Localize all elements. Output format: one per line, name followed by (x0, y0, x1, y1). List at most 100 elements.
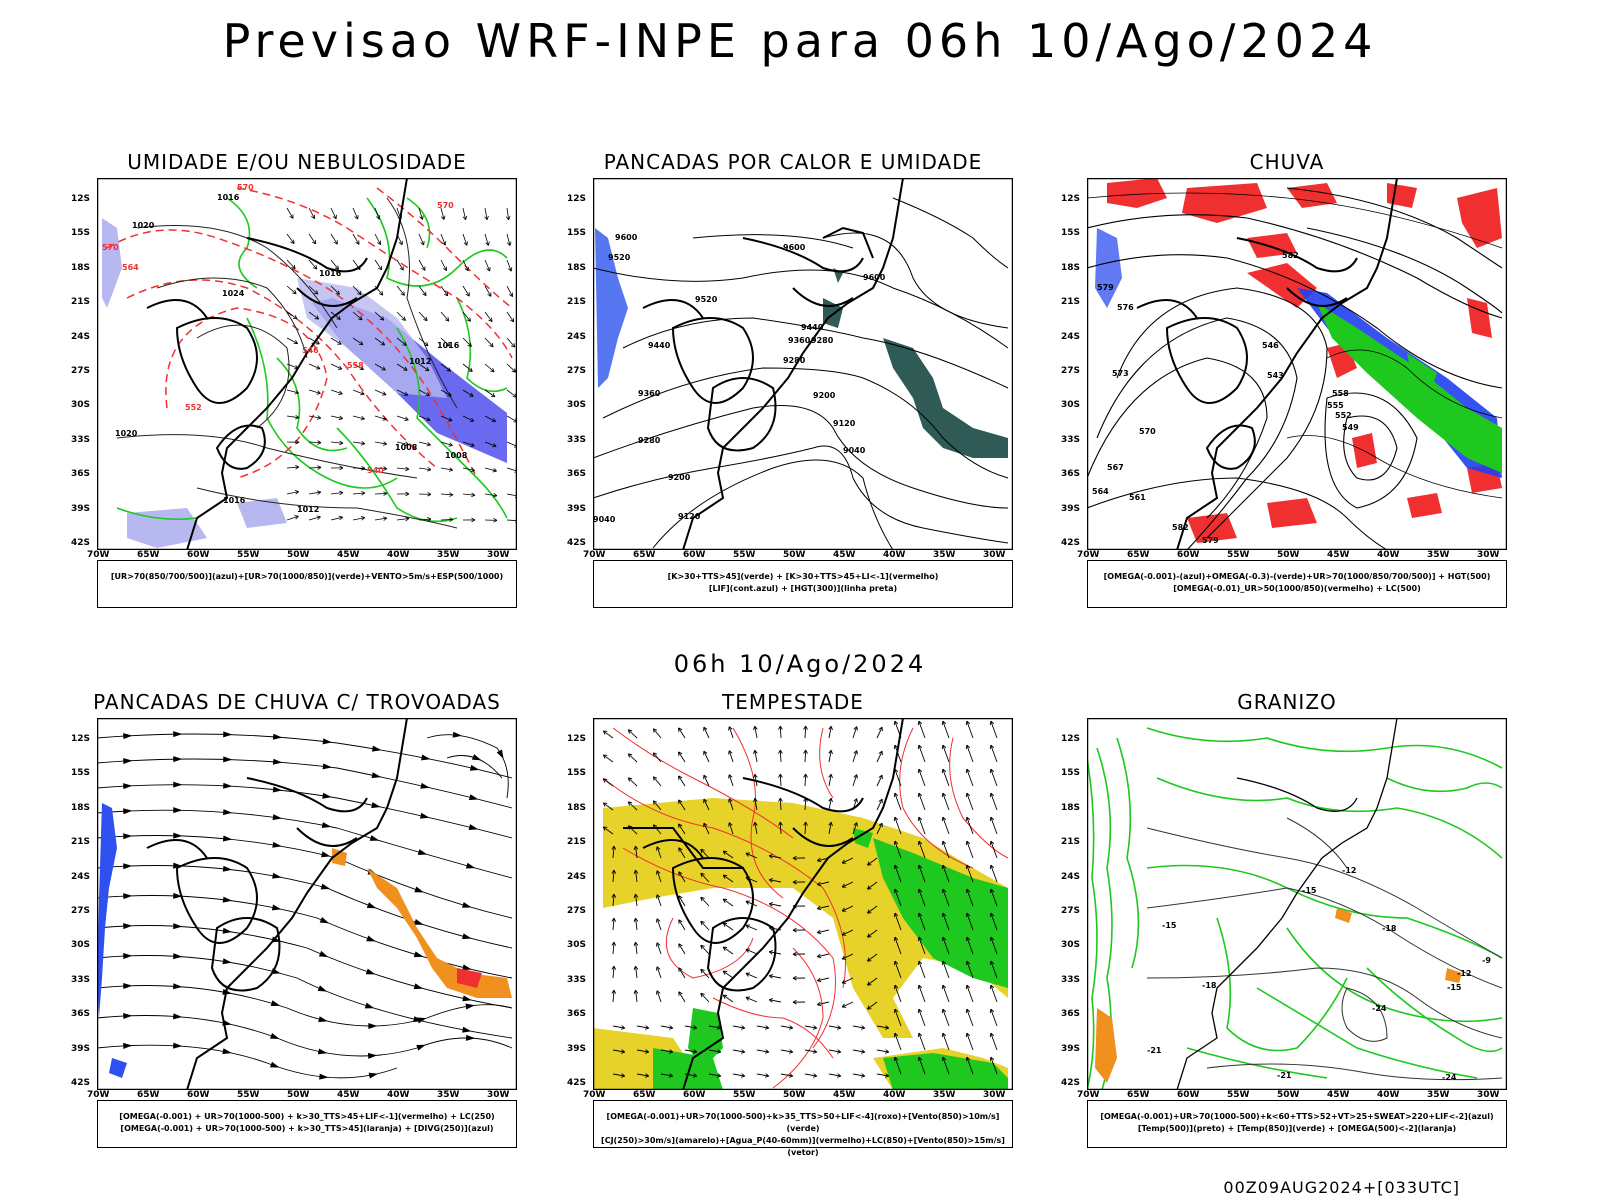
wind-vector (745, 996, 758, 1003)
wind-vector-head (803, 773, 807, 778)
wind-vector-head (867, 957, 870, 962)
streamline-arrowhead (452, 731, 463, 738)
wind-vector (966, 864, 974, 883)
streamline-arrowhead (366, 935, 376, 942)
wind-vector-head (382, 316, 385, 321)
wind-vector-head (294, 314, 298, 319)
wind-vector-head (633, 869, 636, 874)
lat-tick-label: 36S (567, 1009, 587, 1020)
wind-vector-head (295, 339, 298, 344)
wind-vector-head (941, 865, 944, 870)
wind-vector-head (990, 864, 995, 869)
wind-vector-head (754, 725, 758, 730)
wind-vector (703, 798, 710, 811)
wind-vector-head (489, 345, 494, 348)
wind-vector-head (788, 1027, 793, 1030)
wind-vector-head (294, 289, 297, 294)
wind-vector (612, 870, 615, 883)
wind-vector-head (828, 773, 832, 778)
wind-vector-head (830, 798, 833, 803)
svg-text:564: 564 (122, 263, 139, 272)
wind-vector-head (401, 318, 406, 321)
wind-vector-head (893, 745, 896, 750)
wind-vector (828, 822, 832, 835)
svg-text:1012: 1012 (409, 357, 431, 366)
lon-tick-label: 70W (1077, 550, 1100, 560)
wind-vector (396, 285, 405, 296)
svg-text:579: 579 (1097, 283, 1114, 292)
wind-vector (966, 984, 974, 1003)
wind-vector (678, 919, 686, 931)
wind-vector (867, 953, 878, 962)
wind-vector (308, 285, 319, 295)
wind-vector-head (613, 917, 617, 922)
wind-vector-head (792, 855, 797, 859)
legend-caption: [OMEGA(-0.001)+UR>70(1000-500)+k>35_TTS>… (593, 1100, 1013, 1157)
wind-vector-head (628, 825, 633, 828)
wind-vector-head (917, 841, 920, 846)
wind-vector-head (422, 215, 424, 220)
wind-vector-head (446, 370, 451, 372)
wind-vector-head (678, 775, 683, 779)
wind-vector (374, 517, 387, 521)
wind-vector-head (493, 468, 497, 472)
wind-vector (894, 840, 902, 859)
wind-vector-head (627, 729, 630, 734)
streamline-arrowhead (173, 953, 183, 960)
wind-vector-head (765, 1025, 770, 1029)
lat-tick-label: 24S (71, 331, 91, 342)
wind-vector-head (627, 753, 630, 758)
wind-vector (894, 792, 902, 811)
wind-vector-head (317, 465, 322, 468)
svg-text:573: 573 (1112, 369, 1129, 378)
wind-vector-head (965, 841, 968, 846)
lon-tick-label: 50W (287, 550, 310, 560)
wind-vector (852, 726, 858, 739)
wind-vector-head (941, 1009, 944, 1014)
streamline-arrowhead (417, 849, 428, 855)
wind-vector-head (692, 1051, 697, 1054)
wind-vector-head (492, 470, 497, 473)
streamline-arrowhead (272, 733, 283, 740)
wind-vector (286, 311, 298, 320)
wind-vector (990, 864, 998, 883)
wind-vector-head (513, 343, 516, 348)
wind-vector-head (635, 845, 639, 850)
wind-vector (396, 259, 404, 271)
svg-text:-15: -15 (1447, 983, 1462, 992)
wind-vector-head (678, 847, 683, 851)
streamline-arrowhead (462, 933, 472, 940)
wind-vector (627, 777, 638, 787)
wind-vector-head (965, 1033, 968, 1038)
lon-tick-label: 40W (1377, 550, 1400, 560)
wind-vector-head (941, 985, 944, 990)
wind-vector-head (792, 953, 797, 957)
wind-vector (678, 727, 686, 739)
wind-vector-head (487, 293, 492, 297)
wind-vector-head (652, 752, 655, 757)
wind-vector-head (990, 768, 995, 773)
wind-vector-head (765, 1049, 770, 1053)
svg-text:-21: -21 (1277, 1071, 1292, 1080)
lat-tick-label: 39S (567, 1043, 587, 1054)
lon-tick-label: 45W (1327, 550, 1350, 560)
wind-vector-head (700, 872, 705, 875)
wind-vector (990, 912, 998, 931)
streamline-arrowhead (469, 764, 480, 771)
wind-vector-head (635, 893, 639, 898)
streamline-arrowhead (371, 802, 381, 809)
wind-vector (966, 1008, 974, 1027)
wind-vector-head (894, 888, 899, 893)
wind-vector-head (779, 749, 783, 754)
wind-vector-head (861, 1073, 866, 1077)
svg-text:1016: 1016 (223, 496, 246, 505)
lat-tick-label: 42S (71, 1078, 91, 1088)
wind-vector-head (486, 268, 490, 272)
wind-vector (817, 1001, 830, 1006)
wind-vector-head (602, 802, 606, 807)
wind-vector (990, 792, 998, 811)
svg-text:576: 576 (1117, 303, 1134, 312)
wind-vector-head (382, 516, 387, 519)
wind-vector-head (728, 822, 733, 826)
wind-vector (769, 903, 782, 907)
